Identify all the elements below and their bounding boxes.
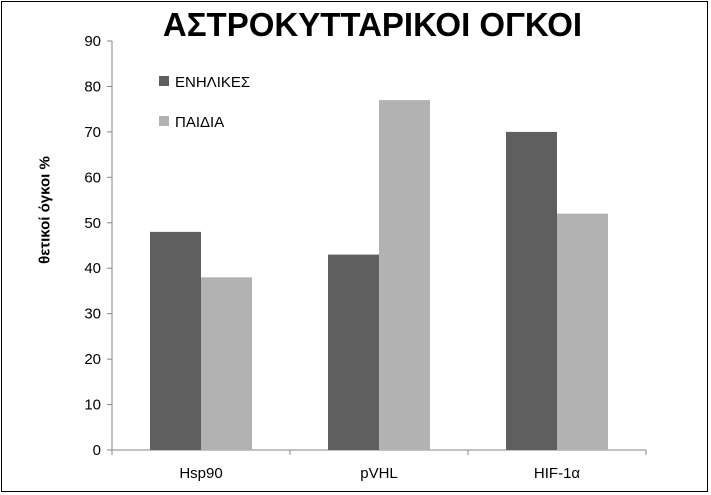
bar bbox=[328, 254, 379, 450]
bar bbox=[201, 277, 252, 450]
chart-title: ΑΣΤΡΟΚΥΤΤΑΡΙΚΟΙ ΟΓΚΟΙ bbox=[162, 6, 583, 43]
legend-label: ΕΝΗΛΙΚΕΣ bbox=[175, 74, 250, 91]
legend-swatch bbox=[159, 76, 169, 86]
x-tick-label: pVHL bbox=[360, 465, 398, 482]
y-tick-label: 10 bbox=[84, 397, 101, 414]
bar bbox=[379, 100, 430, 451]
bar bbox=[557, 213, 608, 450]
bars bbox=[150, 100, 608, 451]
y-tick-label: 40 bbox=[84, 260, 101, 277]
y-tick-label: 60 bbox=[84, 169, 101, 186]
y-tick-label: 80 bbox=[84, 78, 101, 95]
y-tick-label: 70 bbox=[84, 124, 101, 141]
tick-labels: 0 10 20 30 40 50 60 70 80 90 Hsp90 pVHL HIF-1α bbox=[84, 33, 580, 482]
y-tick-label: 90 bbox=[84, 33, 101, 50]
legend: ΕΝΗΛΙΚΕΣ ΠΑΙΔΙΑ bbox=[159, 74, 250, 131]
y-tick-label: 0 bbox=[93, 442, 101, 459]
y-tick-label: 20 bbox=[84, 351, 101, 368]
x-tick-label: Hsp90 bbox=[179, 465, 222, 482]
legend-swatch bbox=[159, 116, 169, 126]
y-tick-label: 50 bbox=[84, 215, 101, 232]
bar bbox=[506, 131, 557, 450]
legend-label: ΠΑΙΔΙΑ bbox=[175, 114, 224, 131]
x-tick-label: HIF-1α bbox=[534, 465, 581, 482]
y-tick-label: 30 bbox=[84, 306, 101, 323]
bar bbox=[150, 231, 201, 450]
